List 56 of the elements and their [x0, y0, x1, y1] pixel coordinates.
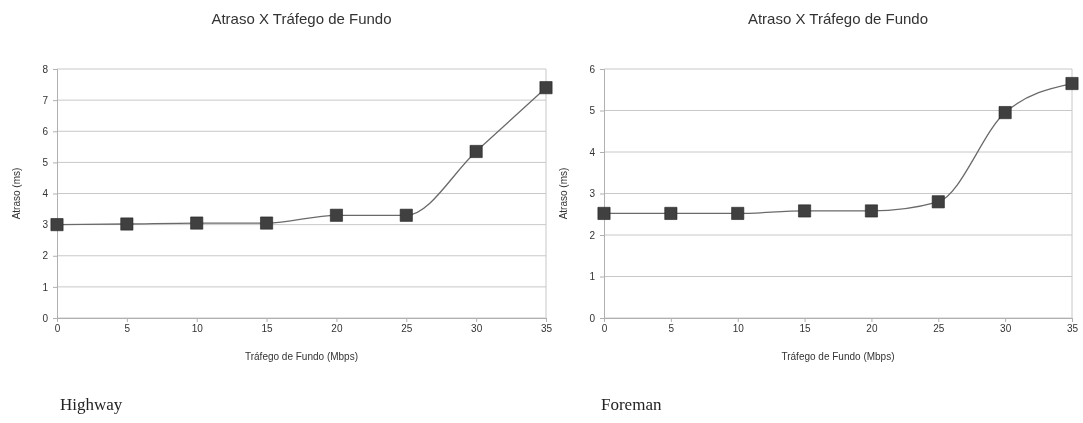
x-tick-label: 0	[54, 323, 61, 335]
y-tick-label: 6	[589, 63, 596, 75]
x-tick-label: 20	[331, 323, 343, 335]
y-tick-label: 2	[589, 229, 596, 241]
text: Highway	[60, 395, 123, 414]
point	[260, 216, 273, 230]
point	[399, 208, 413, 222]
point	[597, 207, 611, 220]
y-tick-label: 5	[42, 157, 49, 169]
x-tick-label: 35	[540, 323, 553, 335]
x-axis-title: Tráfego de Fundo (Mbps)	[781, 351, 895, 362]
y-tick-label: 2	[42, 250, 49, 262]
x-tick-label: 30	[471, 323, 483, 335]
x-tick-label: 30	[1000, 323, 1012, 335]
x-tick-label: 20	[866, 323, 878, 335]
y-tick-label: 5	[589, 105, 596, 117]
y-tick-label: 4	[589, 146, 596, 158]
chart-title: Atraso X Tráfego de Fundo	[211, 10, 392, 27]
y-axis-title: Atraso (ms)	[558, 167, 569, 220]
x-axis-title: Tráfego de Fundo (Mbps)	[244, 351, 359, 362]
point	[120, 217, 134, 231]
y-tick-label: 6	[42, 125, 49, 137]
point	[865, 204, 878, 218]
chart-title: Atraso X Tráfego de Fundo	[747, 10, 929, 27]
y-tick-label: 1	[589, 271, 596, 283]
x-tick-label: 25	[933, 323, 945, 335]
point	[1065, 77, 1079, 90]
text: Foreman	[601, 395, 662, 414]
point	[664, 207, 678, 220]
x-tick-label: 15	[799, 323, 812, 335]
x-tick-label: 35	[1066, 323, 1079, 335]
x-tick-label: 10	[732, 323, 745, 335]
point	[190, 216, 204, 230]
y-tick-label: 8	[42, 63, 49, 75]
point	[998, 106, 1012, 119]
x-tick-label: 25	[401, 323, 413, 335]
x-tick-label: 5	[124, 323, 131, 335]
point	[539, 81, 553, 95]
x-tick-label: 5	[668, 323, 675, 335]
point	[469, 145, 483, 158]
point	[798, 204, 811, 218]
y-tick-label: 3	[42, 219, 49, 231]
x-tick-label: 15	[261, 323, 274, 335]
point	[931, 195, 945, 209]
x-tick-label: 10	[191, 323, 204, 335]
point	[50, 218, 64, 232]
y-tick-label: 3	[589, 188, 596, 200]
y-axis-title: Atraso (ms)	[11, 167, 22, 220]
y-tick-label: 0	[42, 312, 49, 324]
point	[731, 207, 745, 220]
y-tick-label: 1	[42, 281, 49, 293]
y-tick-label: 0	[589, 312, 596, 324]
y-tick-label: 7	[42, 94, 49, 106]
point	[330, 208, 343, 222]
y-tick-label: 4	[42, 188, 49, 200]
x-tick-label: 0	[601, 323, 608, 335]
